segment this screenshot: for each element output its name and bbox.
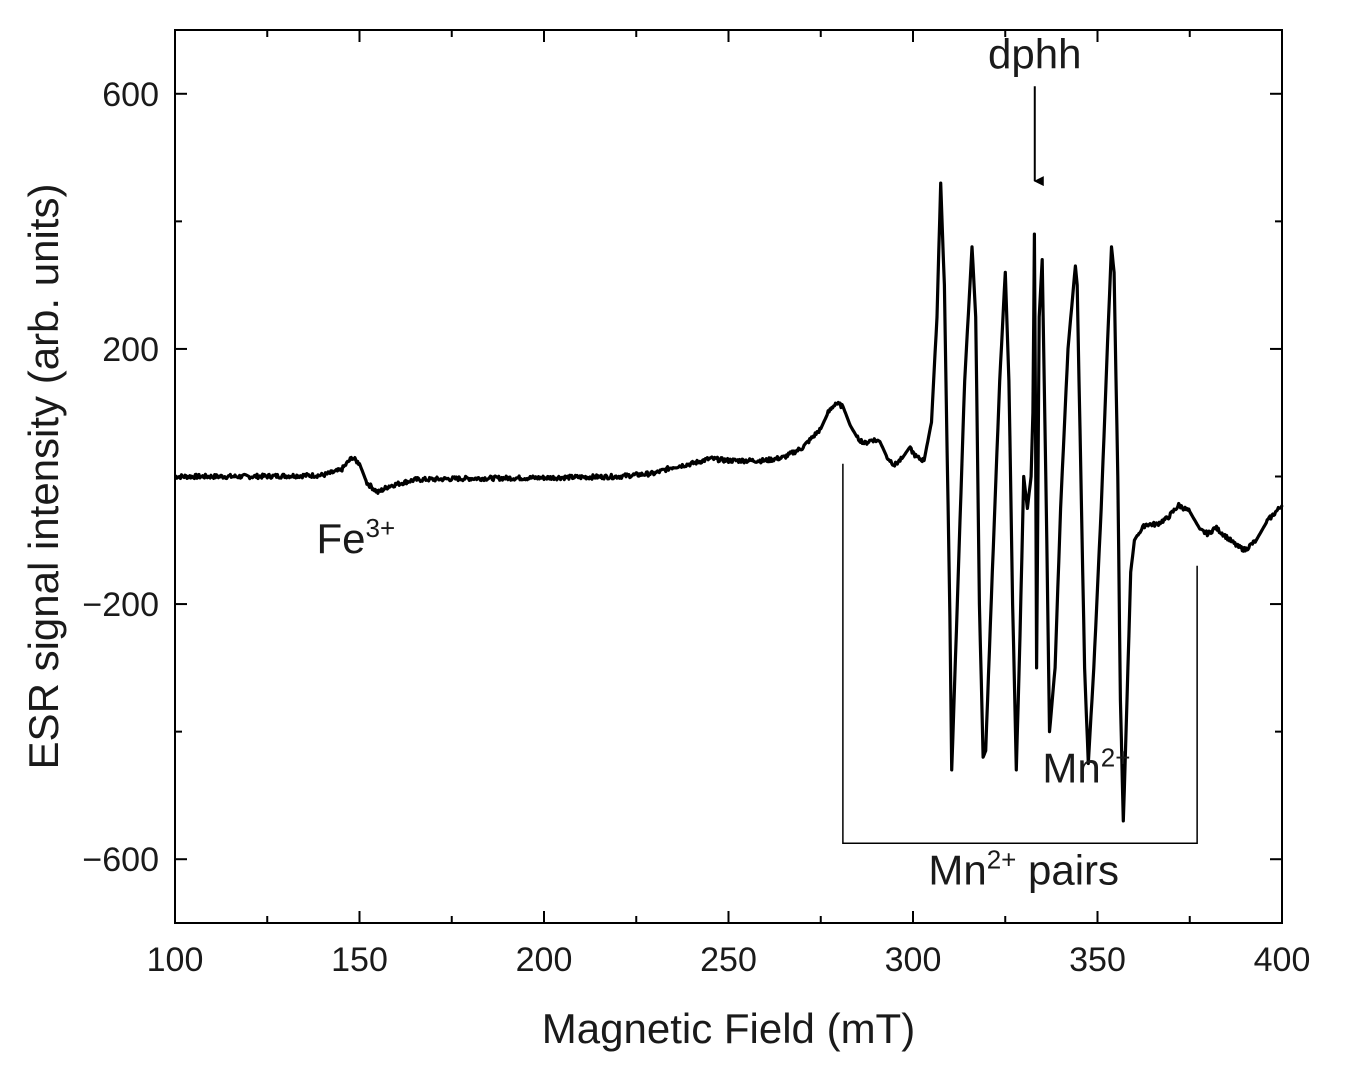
annotation-layer: dphh Fe3+ Mn2+ Mn2+ pairs bbox=[316, 30, 1198, 894]
y-tick-label: 600 bbox=[102, 76, 159, 114]
x-tick-label: 400 bbox=[1254, 941, 1311, 979]
plot-frame bbox=[174, 29, 1283, 924]
y-tick-label: −600 bbox=[82, 841, 159, 879]
x-axis-title: Magnetic Field (mT) bbox=[542, 1005, 915, 1052]
x-tick-label: 300 bbox=[885, 941, 942, 979]
axes-layer: 100 150 200 250 300 350 400 600 200 −200 −600 bbox=[82, 30, 1310, 979]
y-tick-label: 200 bbox=[102, 331, 159, 369]
x-tick-label: 100 bbox=[147, 941, 204, 979]
x-tick-label: 200 bbox=[516, 941, 573, 979]
x-tick-label: 150 bbox=[331, 941, 388, 979]
x-tick-label: 350 bbox=[1069, 941, 1126, 979]
y-axis-title: ESR signal intensity (arb. units) bbox=[20, 184, 67, 770]
mn-pairs-bracket bbox=[842, 463, 1198, 845]
series-layer bbox=[174, 181, 1284, 823]
annotation-mn-pairs: Mn2+ pairs bbox=[928, 845, 1119, 894]
x-tick-label: 250 bbox=[700, 941, 757, 979]
series-line bbox=[174, 181, 1284, 823]
y-tick-label: −200 bbox=[82, 586, 159, 624]
annotation-mn: Mn2+ bbox=[1042, 743, 1130, 792]
annotation-dphh: dphh bbox=[988, 30, 1081, 77]
annotation-fe: Fe3+ bbox=[316, 513, 395, 562]
